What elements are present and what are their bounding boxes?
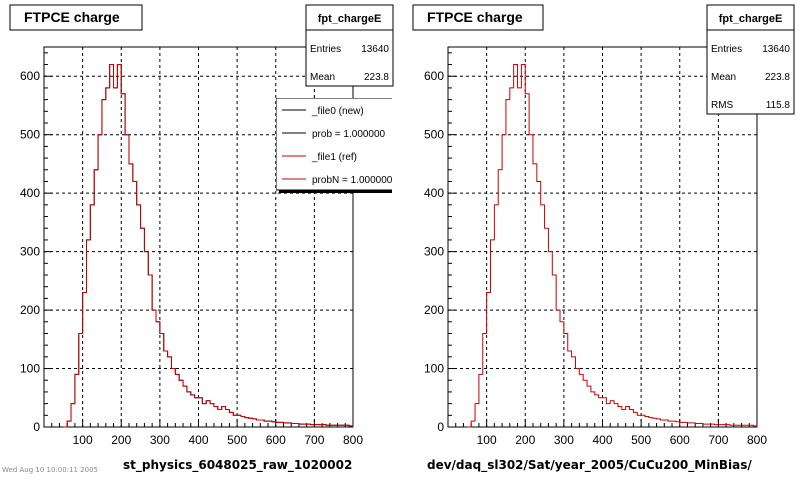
x-tick-label: 500 xyxy=(227,433,247,447)
x-tick-label: 300 xyxy=(554,433,574,447)
legend-label: _file0 (new) xyxy=(311,106,364,117)
legend-label: prob = 1.000000 xyxy=(312,129,386,140)
panel-title: FTPCE charge xyxy=(427,9,523,25)
stats-value: 13640 xyxy=(361,44,389,55)
y-tick-label: 400 xyxy=(20,186,40,200)
legend-label: probN = 1.000000 xyxy=(312,175,393,186)
stats-box xyxy=(706,4,795,115)
stats-label: RMS xyxy=(711,100,734,111)
x-tick-label: 600 xyxy=(670,433,690,447)
y-tick-label: 200 xyxy=(424,303,444,317)
stats-label: Mean xyxy=(711,72,736,83)
x-tick-label: 400 xyxy=(188,433,208,447)
histogram-series-1 xyxy=(63,64,354,428)
stats-value: 13640 xyxy=(762,44,790,55)
x-tick-label: 100 xyxy=(477,433,497,447)
panel-title: FTPCE charge xyxy=(24,9,120,25)
title-box xyxy=(9,4,143,31)
y-tick-label: 600 xyxy=(20,69,40,83)
stats-label: Mean xyxy=(310,72,335,83)
legend: _file0 (new) prob = 1.000000 _file1 (ref) p… xyxy=(276,98,393,193)
x-tick-label: 200 xyxy=(111,433,131,447)
panel-0: 100 200 300 400 500 600 700 800 0 100 200 300 400 500… xyxy=(9,4,394,447)
y-tick-label: 100 xyxy=(424,362,444,376)
y-tick-label: 300 xyxy=(20,245,40,259)
stats-value: 223.8 xyxy=(765,72,790,83)
x-tick-label: 700 xyxy=(708,433,728,447)
y-tick-label: 500 xyxy=(424,128,444,142)
stats-box xyxy=(305,4,394,87)
x-tick-label: 700 xyxy=(304,433,324,447)
panel-1: 100 200 300 400 500 600 700 800 0 100 200 300 400 500… xyxy=(412,4,795,447)
y-tick-label: 400 xyxy=(424,186,444,200)
legend-box xyxy=(276,98,392,191)
timestamp-text: Wed Aug 10 10:00:11 2005 xyxy=(2,466,98,474)
stats-value: 115.8 xyxy=(766,100,791,111)
y-tick-label: 500 xyxy=(20,128,40,142)
histogram-series-0 xyxy=(467,64,758,428)
stats-name: fpt_chargeE xyxy=(719,13,783,25)
stats-label: Entries xyxy=(711,44,742,55)
y-tick-label: 0 xyxy=(437,420,444,434)
x-tick-label: 500 xyxy=(631,433,651,447)
title-box xyxy=(412,4,544,31)
left-footer-label: st_physics_6048025_raw_1020002 xyxy=(123,458,353,472)
x-tick-label: 300 xyxy=(150,433,170,447)
stats-name: fpt_chargeE xyxy=(318,13,382,25)
y-tick-label: 600 xyxy=(424,69,444,83)
x-tick-label: 600 xyxy=(266,433,286,447)
x-tick-label: 800 xyxy=(747,433,767,447)
legend-label: _file1 (ref) xyxy=(311,152,357,163)
y-tick-label: 0 xyxy=(33,420,40,434)
right-footer-label: dev/daq_sl302/Sat/year_2005/CuCu200_MinB… xyxy=(427,458,752,472)
x-tick-label: 200 xyxy=(515,433,535,447)
y-tick-label: 300 xyxy=(424,245,444,259)
y-tick-label: 200 xyxy=(20,303,40,317)
stats-value: 223.8 xyxy=(364,72,389,83)
plot-frame xyxy=(447,46,758,428)
stats-label: Entries xyxy=(310,44,341,55)
x-tick-label: 400 xyxy=(592,433,612,447)
x-tick-label: 800 xyxy=(343,433,363,447)
x-tick-label: 100 xyxy=(73,433,93,447)
y-tick-label: 100 xyxy=(20,362,40,376)
